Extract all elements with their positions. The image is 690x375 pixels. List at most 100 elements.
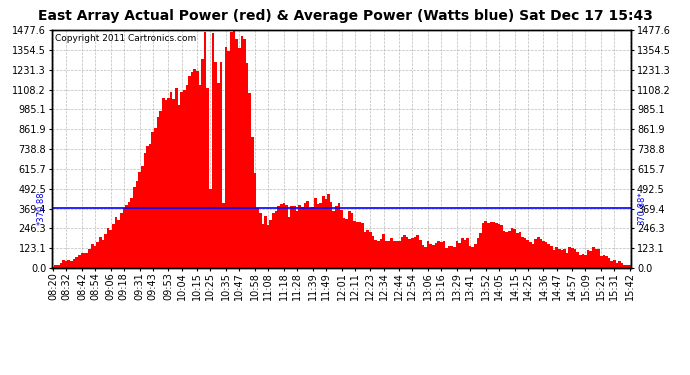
Bar <box>493 222 495 268</box>
Bar <box>477 238 480 268</box>
Text: East Array Actual Power (red) & Average Power (Watts blue) Sat Dec 17 15:43: East Array Actual Power (red) & Average … <box>37 9 653 23</box>
Bar <box>162 98 164 268</box>
Bar <box>115 217 117 268</box>
Bar <box>598 249 600 268</box>
Bar <box>435 243 437 268</box>
Bar <box>295 211 298 268</box>
Bar <box>414 237 416 268</box>
Bar <box>560 251 563 268</box>
Bar <box>513 229 516 268</box>
Text: *370.88: *370.88 <box>37 192 46 225</box>
Bar <box>437 241 440 268</box>
Bar <box>277 206 280 268</box>
Bar <box>503 231 506 268</box>
Bar <box>440 242 442 268</box>
Bar <box>146 146 149 268</box>
Bar <box>398 242 401 268</box>
Bar <box>558 249 560 268</box>
Bar <box>306 201 308 268</box>
Bar <box>128 202 130 268</box>
Bar <box>177 105 180 268</box>
Bar <box>576 252 579 268</box>
Bar <box>230 32 233 268</box>
Bar <box>401 237 403 268</box>
Bar <box>534 239 537 268</box>
Bar <box>238 48 241 268</box>
Bar <box>293 206 295 268</box>
Bar <box>246 63 248 268</box>
Bar <box>304 204 306 268</box>
Bar <box>605 255 608 268</box>
Bar <box>290 206 293 268</box>
Bar <box>524 238 526 268</box>
Bar <box>582 254 584 268</box>
Bar <box>466 238 469 268</box>
Bar <box>170 92 172 268</box>
Bar <box>351 213 353 268</box>
Bar <box>99 237 101 268</box>
Bar <box>225 47 228 268</box>
Text: 370.88*: 370.88* <box>637 192 646 225</box>
Bar <box>55 266 57 268</box>
Bar <box>107 228 110 268</box>
Bar <box>395 242 398 268</box>
Bar <box>382 234 385 268</box>
Bar <box>196 70 199 268</box>
Bar <box>451 246 453 268</box>
Bar <box>611 261 613 268</box>
Bar <box>243 39 246 268</box>
Bar <box>608 258 611 268</box>
Bar <box>624 265 626 268</box>
Bar <box>322 196 324 268</box>
Bar <box>70 261 72 268</box>
Bar <box>164 100 167 268</box>
Bar <box>280 204 282 268</box>
Bar <box>429 244 432 268</box>
Bar <box>333 211 335 268</box>
Bar <box>490 222 493 268</box>
Bar <box>595 249 598 268</box>
Bar <box>469 246 471 268</box>
Bar <box>78 255 81 268</box>
Bar <box>301 207 304 268</box>
Bar <box>62 260 65 268</box>
Bar <box>275 211 277 268</box>
Bar <box>419 240 422 268</box>
Bar <box>340 210 343 268</box>
Bar <box>241 36 243 268</box>
Bar <box>359 222 362 268</box>
Bar <box>57 265 59 268</box>
Bar <box>618 261 621 268</box>
Bar <box>201 59 204 268</box>
Bar <box>91 244 94 268</box>
Bar <box>448 246 451 268</box>
Bar <box>592 247 595 268</box>
Bar <box>215 62 217 268</box>
Bar <box>88 249 91 268</box>
Bar <box>484 221 487 268</box>
Bar <box>555 247 558 268</box>
Bar <box>206 88 209 268</box>
Bar <box>188 76 190 268</box>
Bar <box>219 63 222 268</box>
Bar <box>613 260 615 268</box>
Bar <box>563 249 566 268</box>
Bar <box>362 224 364 268</box>
Bar <box>540 239 542 268</box>
Bar <box>458 243 461 268</box>
Bar <box>553 250 555 268</box>
Bar <box>94 246 97 268</box>
Bar <box>269 220 272 268</box>
Bar <box>130 198 133 268</box>
Bar <box>403 235 406 268</box>
Bar <box>317 204 319 268</box>
Bar <box>526 240 529 268</box>
Bar <box>385 241 388 268</box>
Bar <box>149 144 151 268</box>
Bar <box>167 98 170 268</box>
Bar <box>571 248 573 268</box>
Bar <box>251 137 254 268</box>
Bar <box>324 199 327 268</box>
Bar <box>461 238 464 268</box>
Text: Copyright 2011 Cartronics.com: Copyright 2011 Cartronics.com <box>55 34 196 43</box>
